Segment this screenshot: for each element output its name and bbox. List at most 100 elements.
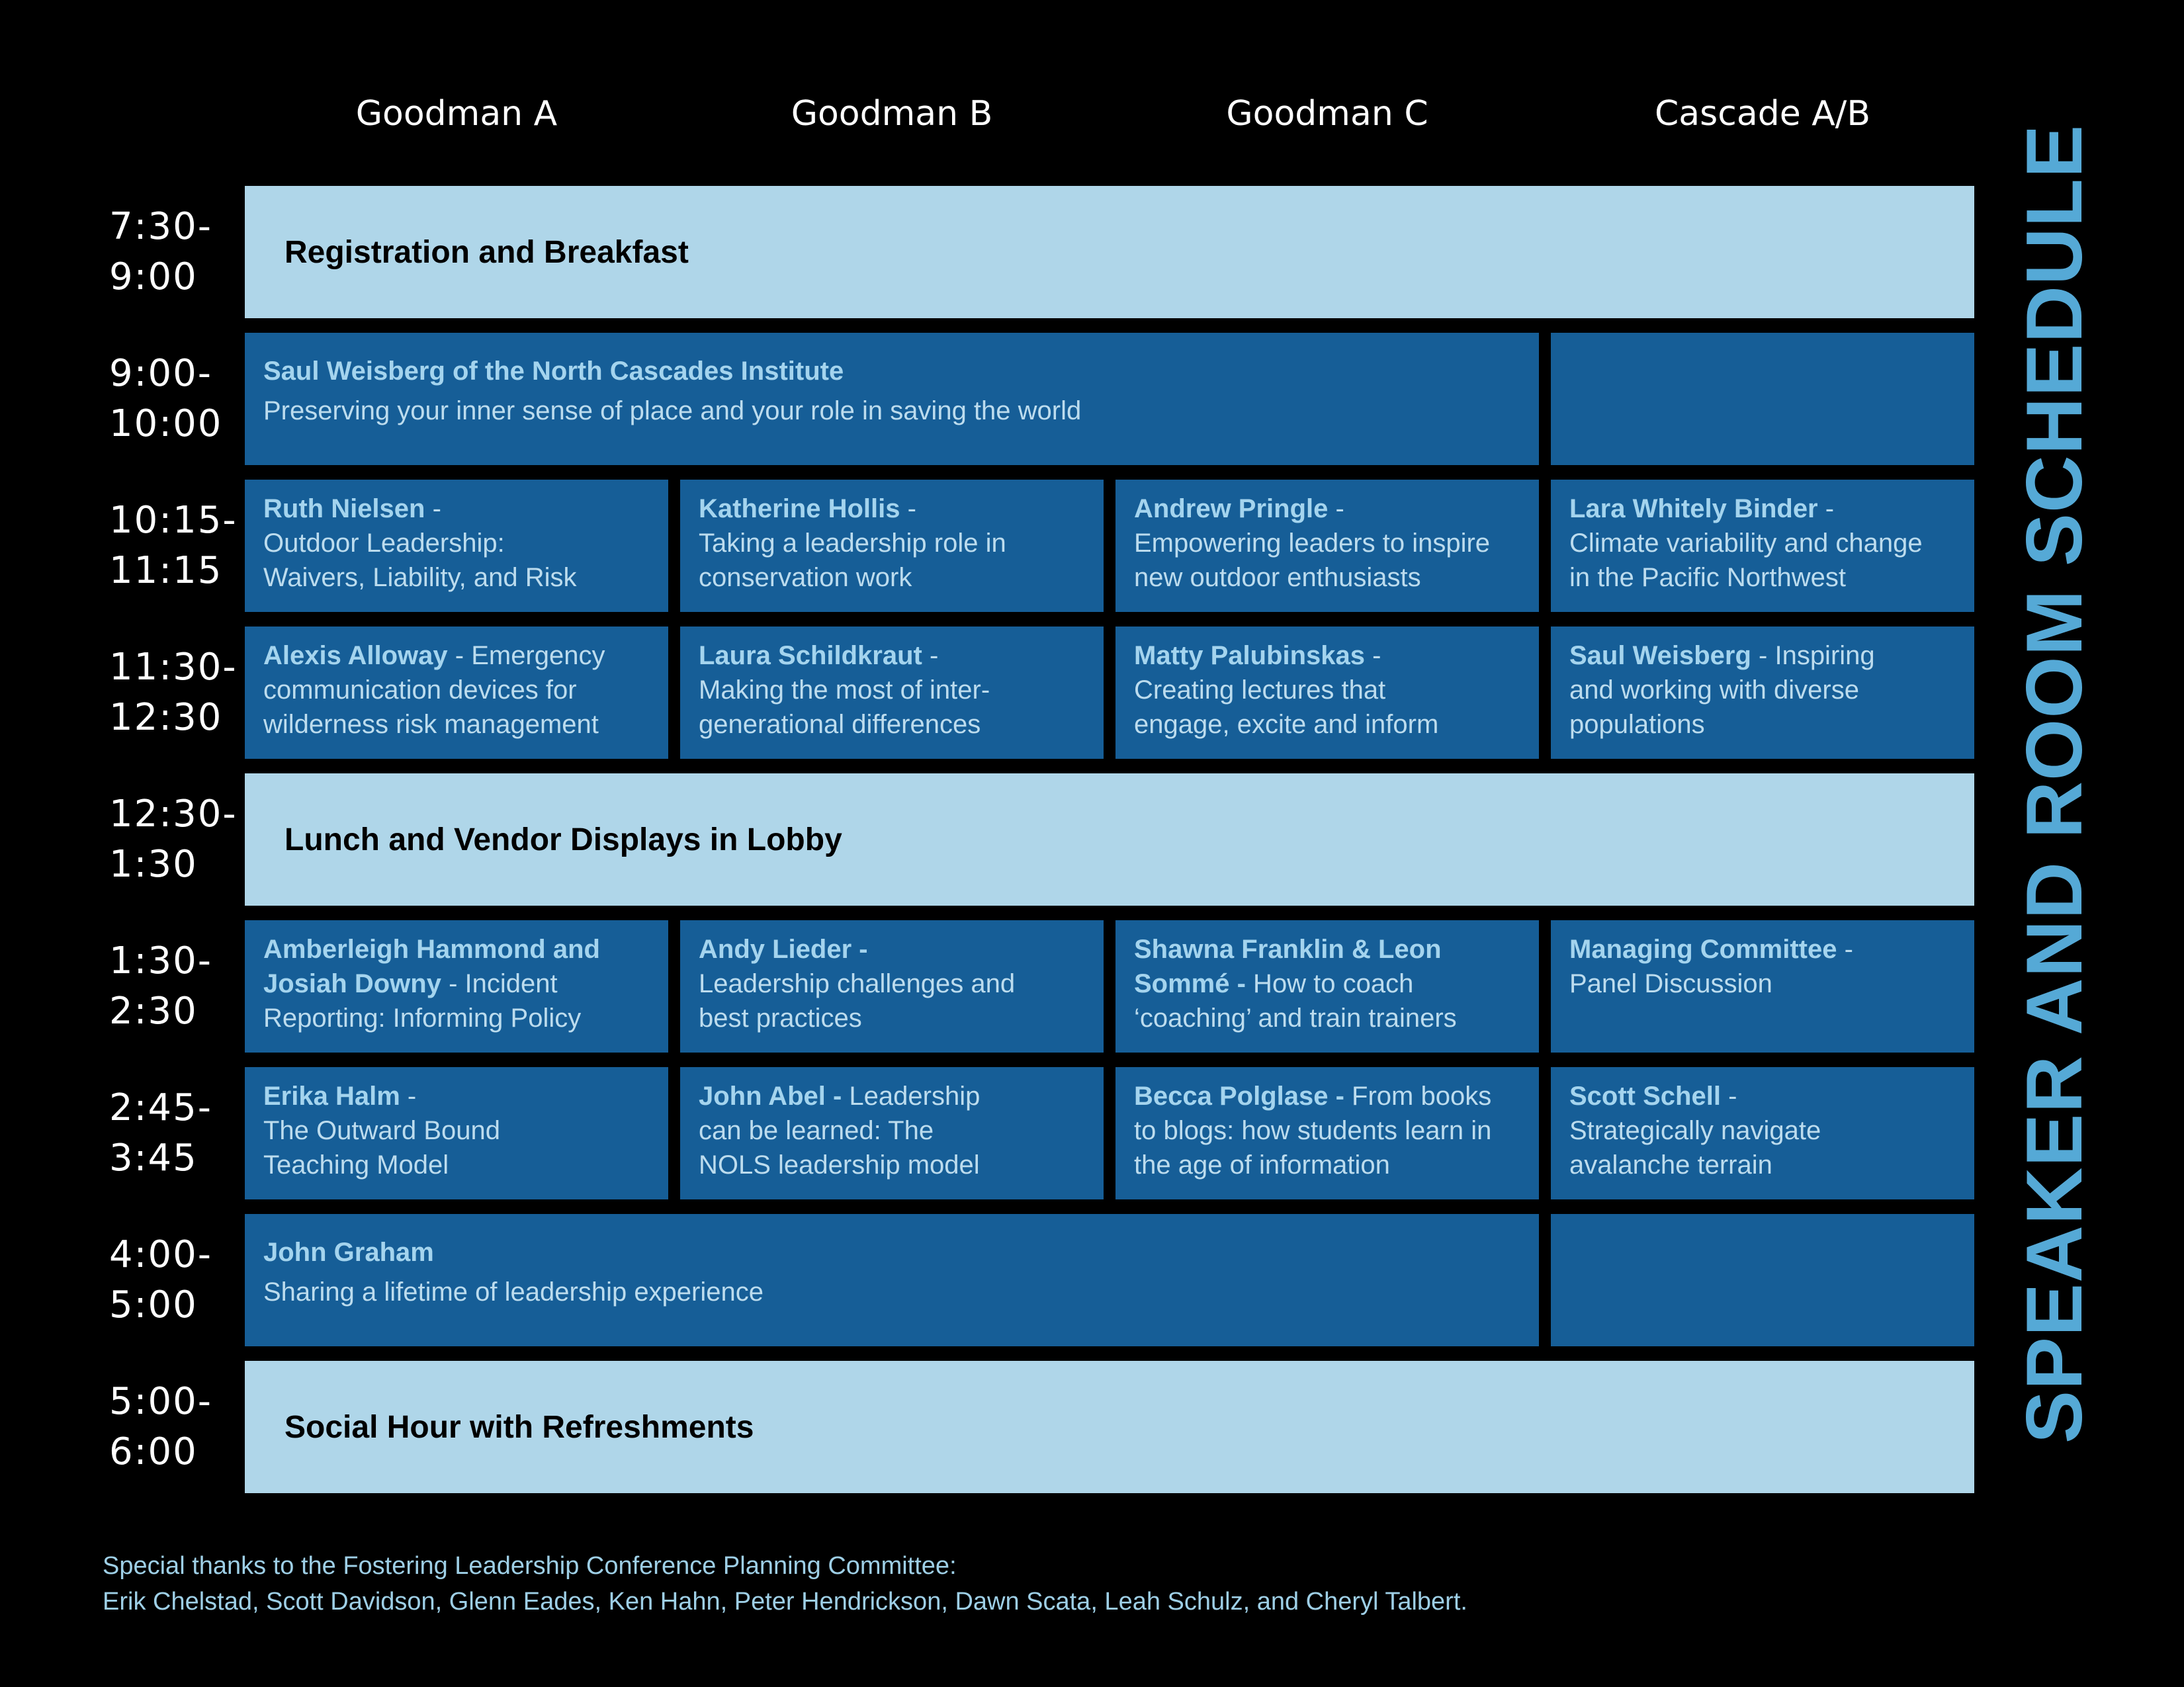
column-header-goodman-a: Goodman A [355, 94, 558, 134]
session-line: Scott Schell - [1569, 1082, 1737, 1111]
banner-social-hour-with-refreshments: Social Hour with Refreshments [245, 1361, 1974, 1493]
session-line: Saul Weisberg of the North Cascades Inst… [263, 351, 1523, 391]
session-cell-r1-c0: Saul Weisberg of the North Cascades Inst… [245, 333, 1539, 465]
session-line: John Abel - Leadership [699, 1082, 981, 1111]
session-line: and working with diverse [1569, 675, 1859, 705]
speaker-name: Erika Halm [263, 1082, 400, 1111]
session-line: Ruth Nielsen - [263, 494, 441, 523]
session-line: John Graham [263, 1233, 1523, 1272]
time-line: 11:30- [109, 646, 238, 689]
time-line: 10:15- [109, 499, 238, 542]
session-line: Waivers, Liability, and Risk [263, 563, 577, 592]
session-line: Preserving your inner sense of place and… [263, 396, 1082, 425]
session-line: Leadership challenges and [699, 969, 1016, 998]
session-line: new outdoor enthusiasts [1134, 563, 1421, 592]
session-line: Outdoor Leadership: [263, 529, 505, 558]
speaker-name: Managing Committee [1569, 935, 1837, 964]
speaker-name: Sommé - [1134, 969, 1246, 998]
session-cell-r6-c2: Becca Polglase - From books to blogs: how… [1115, 1067, 1539, 1199]
speaker-name: Scott Schell [1569, 1082, 1721, 1111]
session-line: Shawna Franklin & Leon [1134, 932, 1523, 967]
session-line: Matty Palubinskas - [1134, 641, 1381, 670]
footer-line2: Erik Chelstad, Scott Davidson, Glenn Ead… [103, 1588, 1467, 1616]
session-cell-r2-c0: Ruth Nielsen - Outdoor Leadership: Waivers… [245, 480, 668, 612]
time-slot-4-00-5-00: 4:00- 5:00 [109, 1230, 212, 1330]
session-line: Becca Polglase - From books [1134, 1082, 1492, 1111]
session-line: Lara Whitely Binder - [1569, 494, 1835, 523]
time-line: 10:00 [109, 402, 223, 445]
speaker-name: Saul Weisberg [1569, 641, 1751, 670]
session-cell-r7-c1 [1551, 1214, 1974, 1346]
time-slot-2-45-3-45: 2:45- 3:45 [109, 1083, 212, 1184]
poster-title: SPEAKER AND ROOM SCHEDULE [2010, 124, 2099, 1444]
time-line: 1:30- [109, 939, 212, 982]
session-cell-r5-c3: Managing Committee - Panel Discussion [1551, 920, 1974, 1053]
speaker-name: Saul Weisberg of the North Cascades Inst… [263, 357, 844, 386]
column-header-goodman-c: Goodman C [1226, 94, 1428, 134]
session-line: best practices [699, 1004, 862, 1033]
session-line: Laura Schildkraut - [699, 641, 939, 670]
time-line: 5:00- [109, 1380, 212, 1423]
time-line: 3:45 [109, 1137, 198, 1180]
session-cell-r3-c0: Alexis Alloway - Emergency communication … [245, 627, 668, 759]
session-line: Sommé - How to coach [1134, 969, 1414, 998]
time-line: 5:00 [109, 1283, 198, 1326]
time-slot-7-30-9-00: 7:30- 9:00 [109, 202, 212, 302]
time-line: 9:00- [109, 352, 212, 395]
session-cell-r5-c0: Amberleigh Hammond and Josiah Downy - Inc… [245, 920, 668, 1053]
speaker-name: Ruth Nielsen [263, 494, 425, 523]
session-line: Andrew Pringle - [1134, 494, 1344, 523]
speaker-name: Matty Palubinskas [1134, 641, 1366, 670]
banner-registration-and-breakfast: Registration and Breakfast [245, 186, 1974, 318]
session-cell-r2-c3: Lara Whitely Binder - Climate variability… [1551, 480, 1974, 612]
session-cell-r3-c3: Saul Weisberg - Inspiring and working wit… [1551, 627, 1974, 759]
session-line: Managing Committee - [1569, 935, 1853, 964]
session-cell-r3-c1: Laura Schildkraut - Making the most of in… [680, 627, 1104, 759]
session-line: in the Pacific Northwest [1569, 563, 1846, 592]
session-line: NOLS leadership model [699, 1150, 980, 1180]
time-line: 1:30 [109, 843, 198, 886]
session-line: Andy Lieder - [699, 932, 1088, 967]
column-header-cascade-a-b: Cascade A/B [1654, 94, 1870, 134]
session-line: Katherine Hollis - [699, 494, 916, 523]
session-cell-r6-c3: Scott Schell - Strategically navigate aval… [1551, 1067, 1974, 1199]
session-line: Reporting: Informing Policy [263, 1004, 582, 1033]
speaker-name: Amberleigh Hammond and [263, 935, 600, 964]
session-line: can be learned: The [699, 1116, 934, 1145]
time-line: 12:30 [109, 696, 223, 739]
speaker-name: Shawna Franklin & Leon [1134, 935, 1442, 964]
session-cell-r6-c0: Erika Halm - The Outward Bound Teaching Mo… [245, 1067, 668, 1199]
speaker-name: Josiah Downy [263, 969, 441, 998]
column-header-goodman-b: Goodman B [791, 94, 993, 134]
session-cell-r7-c0: John Graham Sharing a lifetime of leaders… [245, 1214, 1539, 1346]
time-slot-1-30-2-30: 1:30- 2:30 [109, 936, 212, 1037]
session-line: Alexis Alloway - Emergency [263, 641, 605, 670]
session-line: The Outward Bound [263, 1116, 500, 1145]
session-cell-r5-c1: Andy Lieder - Leadership challenges and be… [680, 920, 1104, 1053]
time-line: 11:15 [109, 549, 223, 592]
speaker-name: Laura Schildkraut [699, 641, 922, 670]
session-line: generational differences [699, 710, 981, 739]
speaker-name: Alexis Alloway [263, 641, 448, 670]
session-line: Empowering leaders to inspire [1134, 529, 1491, 558]
session-line: the age of information [1134, 1150, 1390, 1180]
time-line: 2:45- [109, 1086, 212, 1129]
session-line: Josiah Downy - Incident [263, 969, 558, 998]
time-line: 12:30- [109, 793, 238, 836]
time-slot-12-30-1-30: 12:30- 1:30 [109, 789, 238, 890]
session-cell-r2-c2: Andrew Pringle - Empowering leaders to in… [1115, 480, 1539, 612]
session-line: Teaching Model [263, 1150, 449, 1180]
session-line: Taking a leadership role in [699, 529, 1006, 558]
time-line: 2:30 [109, 990, 198, 1033]
session-line: populations [1569, 710, 1705, 739]
session-cell-r6-c1: John Abel - Leadership can be learned: Th… [680, 1067, 1104, 1199]
session-line: Sharing a lifetime of leadership experie… [263, 1277, 764, 1307]
time-slot-5-00-6-00: 5:00- 6:00 [109, 1377, 212, 1477]
session-line: conservation work [699, 563, 912, 592]
session-line: engage, excite and inform [1134, 710, 1439, 739]
speaker-name: Becca Polglase - [1134, 1082, 1344, 1111]
time-slot-10-15-11-15: 10:15- 11:15 [109, 496, 238, 596]
session-line: communication devices for [263, 675, 577, 705]
time-line: 9:00 [109, 255, 198, 298]
